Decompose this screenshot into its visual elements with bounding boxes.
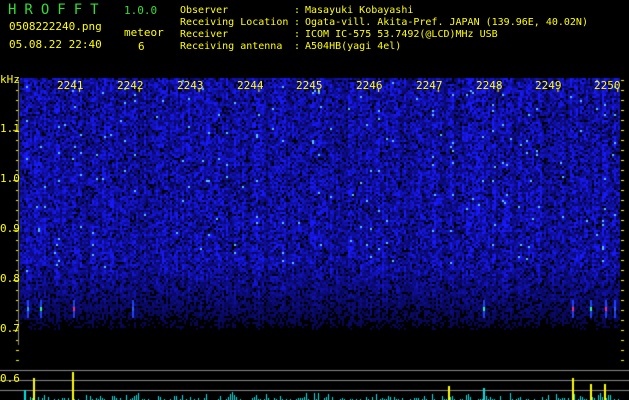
time-tick-label: 2242: [117, 79, 144, 92]
app-title: HROFFT: [8, 2, 107, 18]
location-label: Receiving Location: [180, 17, 289, 28]
antenna-label: Receiving antenna: [180, 41, 283, 52]
time-tick-label: 2244: [237, 79, 264, 92]
y-unit-label: kHz: [0, 73, 20, 86]
meteor-count: 6: [138, 40, 145, 53]
y-tick-label: 1.0: [0, 172, 20, 185]
time-tick-label: 2246: [356, 79, 383, 92]
location-value: Ogata-vill. Akita-Pref. JAPAN (139.96E, …: [305, 17, 588, 28]
app-version: 1.0.0: [124, 4, 158, 17]
antenna-value: A504HB(yagi 4el): [305, 41, 402, 52]
time-tick-label: 2249: [535, 79, 562, 92]
colon: :: [294, 5, 301, 16]
y-tick-label: 1.1: [0, 122, 20, 135]
receiver-value: ICOM IC-575 53.7492(@LCD)MHz USB: [305, 29, 498, 40]
time-tick-label: 2248: [476, 79, 503, 92]
observer-label: Observer: [180, 5, 229, 16]
time-tick-label: 2250: [594, 79, 621, 92]
meteor-label: meteor: [124, 26, 164, 39]
y-tick-label: 0.8: [0, 272, 20, 285]
colon: :: [294, 29, 301, 40]
y-tick-label: 0.9: [0, 222, 20, 235]
colon: :: [294, 17, 301, 28]
receiver-label: Receiver: [180, 29, 229, 40]
filename: 0508222240.png: [9, 20, 102, 33]
y-tick-label: 0.7: [0, 322, 20, 335]
time-tick-label: 2247: [416, 79, 443, 92]
colon: :: [294, 41, 301, 52]
y-tick-label: 0.6: [0, 372, 20, 385]
datetime: 05.08.22 22:40: [9, 38, 102, 51]
time-tick-label: 2245: [296, 79, 323, 92]
time-tick-label: 2243: [177, 79, 204, 92]
observer-value: Masayuki Kobayashi: [305, 5, 414, 16]
time-tick-label: 2241: [57, 79, 84, 92]
